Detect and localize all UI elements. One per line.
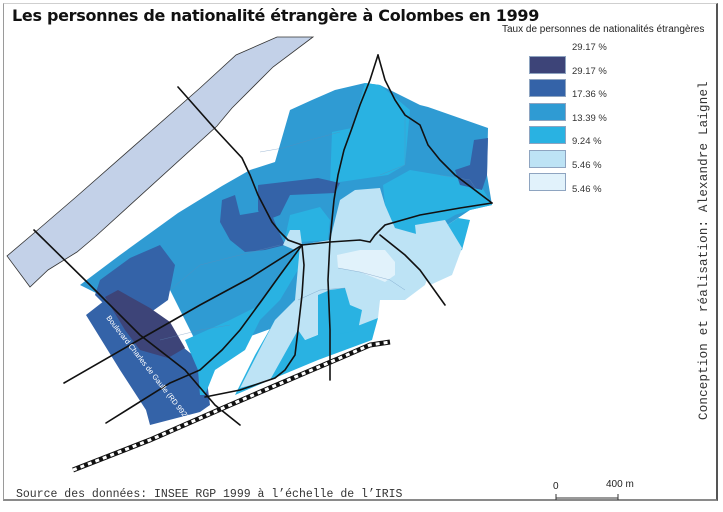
iris-zone (283, 230, 302, 250)
river-seine (6, 36, 315, 288)
author-credit: Conception et réalisation: Alexandre Lai… (697, 81, 711, 420)
legend-swatch (529, 56, 566, 74)
iris-zone (415, 220, 462, 285)
iris-zone (220, 195, 285, 252)
legend-label: 9.24 % (572, 136, 602, 147)
iris-zone-min (337, 250, 395, 282)
legend-label: 17.36 % (572, 89, 607, 100)
legend-top-label: 29.17 % (572, 42, 607, 53)
scale-start-label: 0 (553, 481, 559, 492)
iris-zone (258, 178, 340, 222)
iris-zone (240, 188, 438, 388)
legend-label: 13.39 % (572, 113, 607, 124)
legend-swatch (529, 173, 566, 191)
data-source: Source des données: INSEE RGP 1999 à l’é… (16, 488, 403, 501)
iris-zone (86, 290, 210, 425)
iris-borders (159, 110, 479, 341)
legend-swatch (529, 150, 566, 168)
legend-label: 5.46 % (572, 160, 602, 171)
railway-line-dashes (72, 340, 391, 472)
road-lines (33, 54, 493, 426)
legend-label: 5.46 % (572, 184, 602, 195)
legend-swatch (529, 79, 566, 97)
legend-title: Taux de personnes de nationalités étrang… (502, 24, 705, 35)
iris-zone-max (105, 290, 185, 358)
iris-zone (383, 170, 492, 235)
iris-zone (455, 138, 488, 190)
legend-swatch (529, 103, 566, 121)
map-title: Les personnes de nationalité étrangère à… (12, 6, 540, 25)
legend-label: 29.17 % (572, 66, 607, 77)
legend-swatch (529, 126, 566, 144)
iris-zone (330, 83, 410, 185)
scale-bar (555, 494, 619, 500)
scale-end-label: 400 m (606, 479, 634, 490)
map-frame (3, 3, 718, 501)
